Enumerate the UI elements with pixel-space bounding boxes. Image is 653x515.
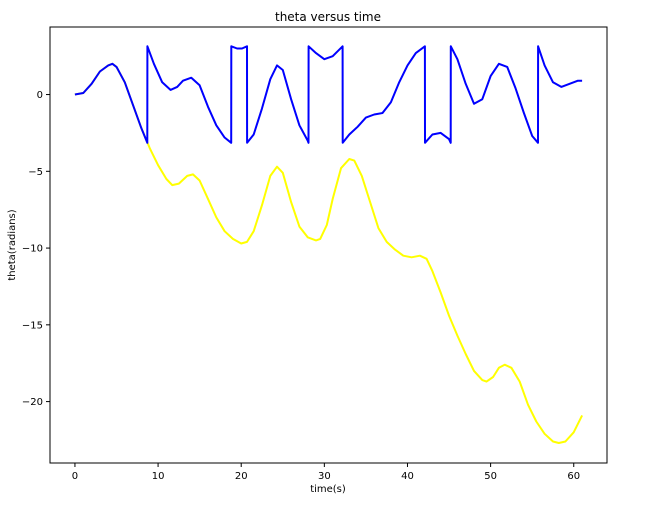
y-tick-label: −5 — [28, 167, 43, 178]
x-axis: 0 10 20 30 40 50 60 — [72, 463, 580, 482]
x-tick-label: 10 — [152, 471, 165, 482]
y-tick-label: −20 — [22, 397, 43, 408]
plot-frame — [49, 26, 608, 464]
series-line-1 — [74, 62, 583, 444]
plot-lines — [74, 45, 583, 444]
y-tick-label: 0 — [37, 90, 43, 101]
x-tick-label: 0 — [72, 471, 78, 482]
x-tick-label: 50 — [484, 471, 497, 482]
y-axis-label: theta(radians) — [7, 209, 18, 280]
series-line-2 — [74, 45, 583, 144]
x-tick-label: 40 — [401, 471, 414, 482]
y-tick-label: −10 — [22, 244, 43, 255]
chart-title: theta versus time — [275, 10, 381, 24]
x-tick-label: 20 — [235, 471, 248, 482]
y-tick-label: −15 — [22, 320, 43, 331]
x-tick-label: 30 — [318, 471, 331, 482]
x-axis-label: time(s) — [310, 484, 346, 495]
x-tick-label: 60 — [567, 471, 580, 482]
y-axis: 0 −5 −10 −15 −20 — [22, 90, 50, 408]
